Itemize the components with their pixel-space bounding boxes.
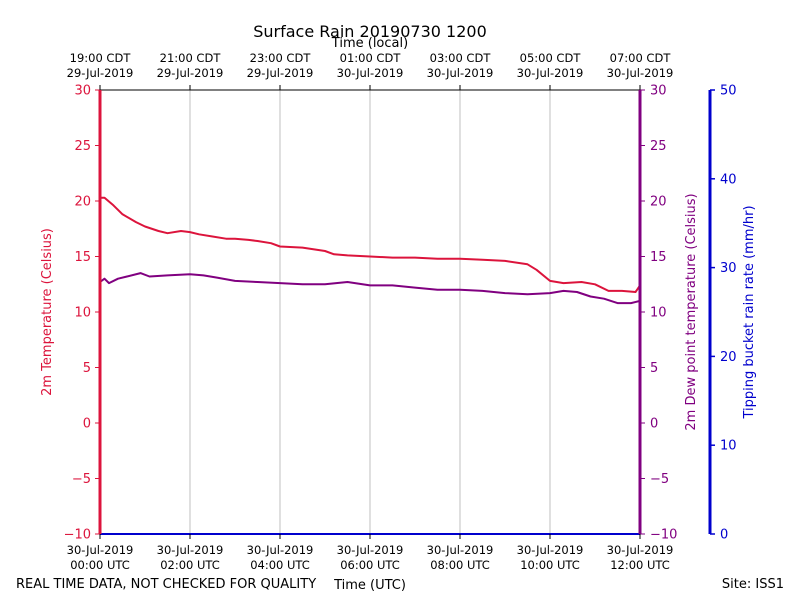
- top-tick-time: 07:00 CDT: [610, 51, 672, 65]
- left-axis-label: 2m Temperature (Celsius): [40, 228, 55, 396]
- footer-left: REAL TIME DATA, NOT CHECKED FOR QUALITY: [16, 577, 316, 592]
- right-axis-2-tick-label: 0: [720, 528, 728, 543]
- right-axis-2-tick-label: 50: [720, 84, 737, 99]
- left-axis-tick-label: 30: [74, 84, 91, 99]
- top-tick-date: 29-Jul-2019: [247, 66, 314, 80]
- top-tick-date: 29-Jul-2019: [157, 66, 224, 80]
- right-axis-1-tick-label: 15: [650, 250, 667, 265]
- top-tick-time: 19:00 CDT: [70, 51, 132, 65]
- top-axis-label: Time (local): [331, 36, 408, 51]
- top-tick-time: 05:00 CDT: [520, 51, 582, 65]
- bottom-tick-time: 10:00 UTC: [520, 558, 580, 572]
- left-axis-tick-label: −5: [72, 472, 91, 487]
- top-tick-date: 30-Jul-2019: [517, 66, 584, 80]
- bottom-tick-date: 30-Jul-2019: [157, 543, 224, 557]
- left-axis-tick-label: −10: [64, 528, 91, 543]
- top-tick-date: 30-Jul-2019: [607, 66, 674, 80]
- top-tick-time: 21:00 CDT: [160, 51, 222, 65]
- bottom-tick-time: 06:00 UTC: [340, 558, 400, 572]
- right-axis-2-tick-label: 20: [720, 350, 737, 365]
- bottom-tick-date: 30-Jul-2019: [607, 543, 674, 557]
- left-axis-tick-label: 0: [83, 417, 91, 432]
- x-axis-label: Time (UTC): [333, 578, 406, 593]
- left-axis-tick-label: 10: [74, 306, 91, 321]
- top-tick-time: 23:00 CDT: [250, 51, 312, 65]
- right-axis-2-tick-label: 30: [720, 261, 737, 276]
- bottom-tick-time: 04:00 UTC: [250, 558, 310, 572]
- left-axis-tick-label: 15: [74, 250, 91, 265]
- top-tick-time: 03:00 CDT: [430, 51, 492, 65]
- left-axis-tick-label: 20: [74, 195, 91, 210]
- bottom-tick-date: 30-Jul-2019: [337, 543, 404, 557]
- top-tick-date: 29-Jul-2019: [67, 66, 134, 80]
- chart-title: Surface Rain 20190730 1200: [253, 22, 487, 41]
- left-axis-tick-label: 25: [74, 139, 91, 154]
- top-tick-date: 30-Jul-2019: [427, 66, 494, 80]
- right-axis-2-label: Tipping bucket rain rate (mm/hr): [742, 205, 757, 419]
- right-axis-1-tick-label: 0: [650, 417, 658, 432]
- bottom-tick-date: 30-Jul-2019: [247, 543, 314, 557]
- right-axis-1-tick-label: −5: [650, 472, 669, 487]
- right-axis-1-tick-label: 10: [650, 306, 667, 321]
- bottom-tick-time: 02:00 UTC: [160, 558, 220, 572]
- right-axis-1-tick-label: 25: [650, 139, 667, 154]
- bottom-tick-date: 30-Jul-2019: [517, 543, 584, 557]
- right-axis-1-tick-label: 30: [650, 84, 667, 99]
- top-tick-date: 30-Jul-2019: [337, 66, 404, 80]
- dewpoint-line: [99, 272, 641, 305]
- right-axis-1-tick-label: −10: [650, 528, 677, 543]
- bottom-tick-time: 00:00 UTC: [70, 558, 130, 572]
- right-axis-1-label: 2m Dew point temperature (Celsius): [684, 193, 699, 430]
- footer-right: Site: ISS1: [722, 577, 784, 592]
- right-axis-2-tick-label: 40: [720, 172, 737, 187]
- bottom-tick-date: 30-Jul-2019: [427, 543, 494, 557]
- bottom-tick-time: 12:00 UTC: [610, 558, 670, 572]
- bottom-tick-time: 08:00 UTC: [430, 558, 490, 572]
- right-axis-2-tick-label: 10: [720, 439, 737, 454]
- top-tick-time: 01:00 CDT: [340, 51, 402, 65]
- bottom-tick-date: 30-Jul-2019: [67, 543, 134, 557]
- left-axis-tick-label: 5: [83, 361, 91, 376]
- right-axis-1-tick-label: 5: [650, 361, 658, 376]
- right-axis-1-tick-label: 20: [650, 195, 667, 210]
- temperature-line: [100, 196, 641, 293]
